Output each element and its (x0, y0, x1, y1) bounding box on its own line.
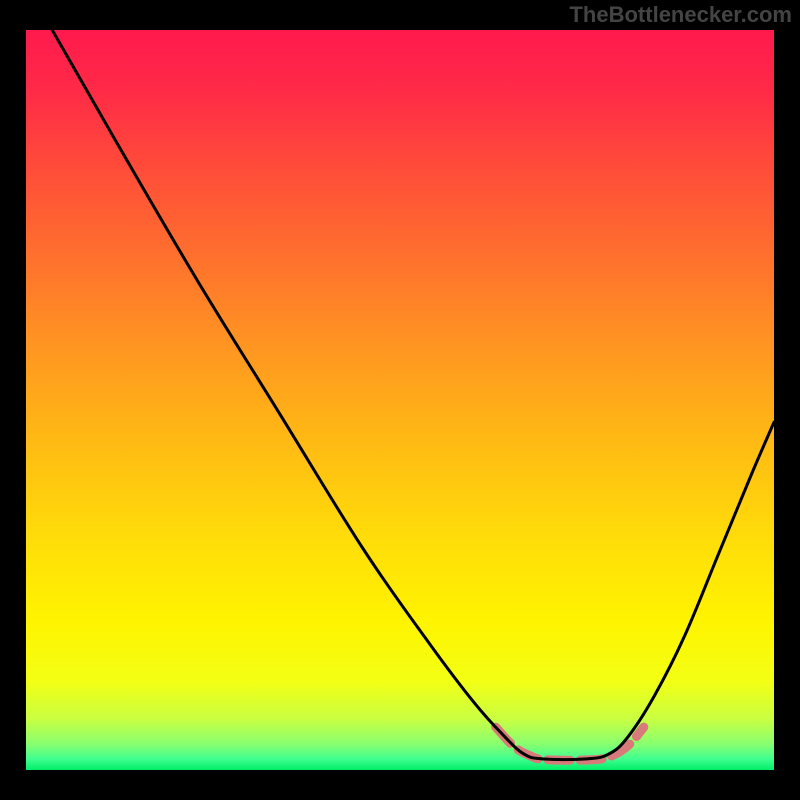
plot-background (26, 30, 774, 770)
bottleneck-chart (0, 0, 800, 800)
chart-stage: TheBottlenecker.com (0, 0, 800, 800)
